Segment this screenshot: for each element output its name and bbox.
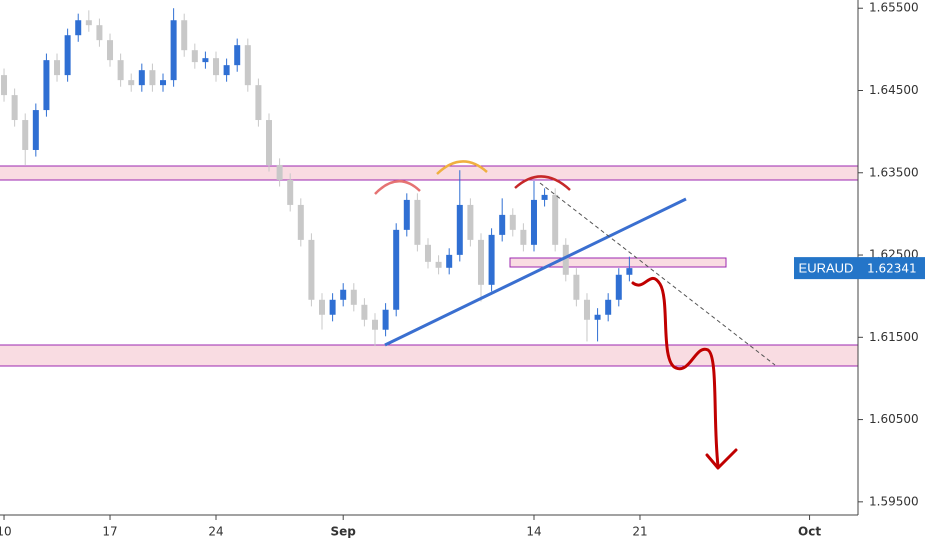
candle-body [573,274,580,300]
right-shoulder-arc [514,175,571,191]
projection-path [631,276,720,468]
candle-body [340,289,347,300]
resistance-zone [0,165,858,181]
candle-body [202,58,209,63]
candle-body [308,239,315,300]
left-shoulder-arc [374,180,421,195]
candle-body [64,35,71,76]
candle-body [467,204,474,240]
price-flag-box [858,257,925,280]
y-tick-label: 1.63500 [869,165,919,179]
candle-body [96,25,103,41]
candle-body [393,229,400,310]
candle-body [562,244,569,275]
candle-body [626,268,633,275]
candle-body [191,50,198,63]
retest-zone [509,257,727,268]
candle-body [213,58,220,76]
candle-body [117,60,124,81]
candle-body [530,199,537,245]
x-tick-label: Sep [331,525,357,539]
x-tick-label: 10 [0,525,12,539]
symbol-flag [794,257,858,280]
overlays [374,160,776,470]
candle-body [456,204,463,255]
candle-body [552,194,559,245]
candle-body [541,194,548,200]
candle-body [477,239,484,285]
projection-arrowhead [705,448,738,470]
symbol-label: EURAUD [799,261,854,276]
y-tick-label: 1.64500 [869,83,919,97]
candle-body [350,289,357,305]
candle-body [615,274,622,300]
drawings [0,165,858,367]
x-tick-label: 17 [102,525,117,539]
y-tick-label: 1.61500 [869,330,919,344]
candle-body [403,199,410,230]
candle-body [244,45,251,86]
axes: 1.655001.645001.635001.625001.615001.605… [0,1,919,539]
candle-body [181,20,188,51]
candle-body [499,214,506,235]
candle-body [43,60,50,111]
candle-body [266,120,273,165]
last-price-label: 1.62341 [867,262,917,276]
candles [1,8,633,347]
candle-body [329,299,336,315]
candle-body [382,309,389,330]
y-tick-label: 1.59500 [869,494,919,508]
dashed-trendline [539,182,776,366]
candle-body [170,20,177,81]
x-tick-label: 24 [208,525,223,539]
candle-body [361,304,368,320]
x-tick-label: Oct [798,525,821,539]
candle-body [319,299,326,315]
candle-body [138,70,145,86]
candle-body [287,179,294,205]
support-zone [0,344,858,367]
candle-body [414,199,421,245]
candle-body [509,214,516,230]
candle-body [128,80,135,86]
x-tick-label: 21 [632,525,647,539]
candle-body [149,70,156,86]
candle-body [54,60,61,76]
price-flag: EURAUD 1.62341 [794,257,925,280]
trendline [384,197,687,347]
candle-body [223,65,230,76]
candle-body [160,80,167,86]
head-arc [436,160,488,175]
candle-body [255,85,262,121]
candle-body [520,229,527,245]
candle-body [488,234,495,285]
candle-body [234,45,241,66]
y-tick-label: 1.60500 [869,412,919,426]
candle-body [11,95,18,121]
candle-body [435,261,442,268]
candle-body [297,204,304,240]
x-tick-label: 14 [526,525,541,539]
candle-body [85,20,92,26]
candle-body [107,40,114,61]
y-tick-label: 1.65500 [869,1,919,15]
candle-body [594,314,601,320]
candle-body [371,319,378,330]
candle-body [22,120,29,150]
candle-body [32,110,39,150]
candle-body [583,299,590,320]
candle-body [75,20,82,36]
candle-body [424,244,431,262]
candle-body [1,75,8,96]
candle-body [605,299,612,315]
candle-body [446,254,453,268]
candle-body [276,164,283,180]
